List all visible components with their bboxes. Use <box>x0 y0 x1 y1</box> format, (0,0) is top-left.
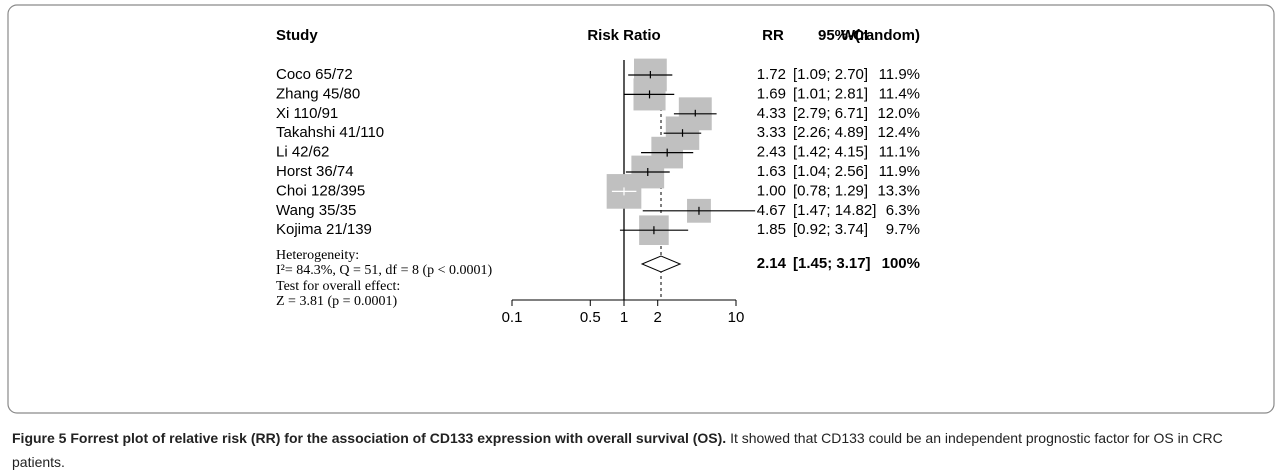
ci-value: [1.09; 2.70] <box>793 66 868 83</box>
x-tick-label: 0.1 <box>502 309 523 326</box>
rr-value: 2.43 <box>757 144 786 161</box>
ci-value: [1.04; 2.56] <box>793 163 868 180</box>
summary-diamond <box>640 255 682 273</box>
rr-value: 4.67 <box>757 202 786 219</box>
summary-weight: 100% <box>882 255 920 272</box>
weight-value: 9.7% <box>886 221 920 238</box>
rr-value: 1.72 <box>757 66 786 83</box>
chart: Study Risk Ratio RR 95%-CIW(random)0.1 0.5 1 2… <box>7 4 1275 414</box>
weight-value: 6.3% <box>886 202 920 219</box>
caption: Figure 5 Forrest plot of relative risk (… <box>12 426 1268 474</box>
column-header: 95%-CI <box>818 27 868 44</box>
weight-value: 11.9% <box>879 163 920 180</box>
caption-title: Figure 5 Forrest plot of relative risk (… <box>12 430 727 446</box>
study-label: Wang 35/35 <box>276 202 356 219</box>
ci-value: [2.26; 4.89] <box>793 124 868 141</box>
frame <box>7 4 1275 414</box>
rr-value: 4.33 <box>757 105 786 122</box>
ci-value: [2.79; 6.71] <box>793 105 868 122</box>
heterogeneity: I²= 84.3%, Q = 51, df = 8 (p < 0.0001) <box>276 263 493 278</box>
study-label: Zhang 45/80 <box>276 85 360 102</box>
column-header: Risk Ratio <box>587 27 660 44</box>
x-tick-label: 2 <box>654 309 662 326</box>
column-header: W(random) <box>841 27 920 44</box>
study-label: Li 42/62 <box>276 144 329 161</box>
column-header: RR <box>762 27 784 44</box>
heterogeneity: Heterogeneity: <box>276 248 359 263</box>
weight-value: 11.1% <box>879 144 920 161</box>
rr-value: 3.33 <box>757 124 786 141</box>
ci-value: [1.01; 2.81] <box>793 85 868 102</box>
ci-value: [1.42; 4.15] <box>793 144 868 161</box>
ci-value: [1.47; 14.82] <box>793 202 876 219</box>
study-label: Xi 110/91 <box>276 105 338 122</box>
study-label: Choi 128/395 <box>276 182 365 199</box>
weight-value: 12.0% <box>877 105 920 122</box>
caption-text: It showed that CD133 could be an indepen… <box>12 430 1223 470</box>
x-tick-label: 10 <box>728 309 745 326</box>
study-label: Coco 65/72 <box>276 66 353 83</box>
ci-value: [0.78; 1.29] <box>793 182 868 199</box>
summary-rr: 2.14 <box>757 255 787 272</box>
overall-effect: Test for overall effect: <box>276 279 400 294</box>
rr-value: 1.00 <box>757 182 786 199</box>
x-tick-label: 1 <box>620 309 628 326</box>
study-label: Kojima 21/139 <box>276 221 372 238</box>
summary-ci: [1.45; 3.17] <box>793 255 871 272</box>
overall-effect: Z = 3.81 (p = 0.0001) <box>276 294 398 309</box>
weight-value: 13.3% <box>877 182 920 199</box>
weight-value: 12.4% <box>877 124 920 141</box>
weight-value: 11.9% <box>879 66 920 83</box>
weight-value: 11.4% <box>879 85 920 102</box>
x-tick-label: 0.5 <box>580 309 601 326</box>
rr-value: 1.63 <box>757 163 786 180</box>
ci-value: [0.92; 3.74] <box>793 221 868 238</box>
study-label: Horst 36/74 <box>276 163 354 180</box>
rr-value: 1.85 <box>757 221 786 238</box>
column-header: Study <box>276 27 318 44</box>
rr-value: 1.69 <box>757 85 786 102</box>
study-label: Takahshi 41/110 <box>276 124 384 141</box>
